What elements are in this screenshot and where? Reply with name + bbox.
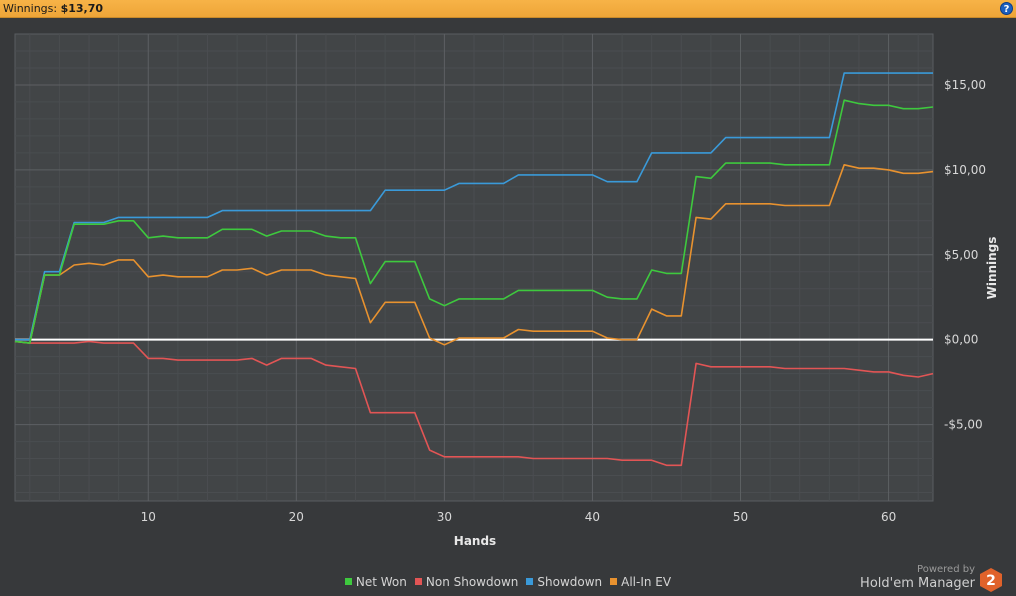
- y-tick-label: $0,00: [944, 333, 978, 347]
- winnings-value: $13,70: [60, 2, 104, 15]
- minor-grid: [15, 34, 933, 501]
- y-tick-label: $5,00: [944, 248, 978, 262]
- y-tick-label: $15,00: [944, 78, 986, 92]
- series-line-non-showdown: [14, 340, 934, 467]
- x-tick-label: 30: [437, 510, 452, 524]
- powered-by-block: Powered by Hold'em Manager: [860, 564, 975, 591]
- y-tick-label: $10,00: [944, 163, 986, 177]
- legend-item-net-won[interactable]: Net Won: [344, 575, 407, 589]
- legend-item-showdown[interactable]: Showdown: [526, 575, 602, 589]
- series-layer: [14, 72, 934, 467]
- legend-swatch: [610, 578, 618, 585]
- y-tick-label: -$5,00: [944, 418, 983, 432]
- series-line-net-won: [14, 99, 934, 344]
- legend-label: Net Won: [355, 575, 407, 589]
- legend-swatch: [414, 578, 422, 585]
- legend-label: All-In EV: [621, 575, 672, 589]
- winnings-label: Winnings:: [3, 2, 58, 15]
- x-tick-label: 40: [585, 510, 600, 524]
- winnings-title: Winnings: $13,70: [3, 2, 103, 15]
- x-tick-label: 50: [733, 510, 748, 524]
- x-tick-label: 60: [881, 510, 896, 524]
- legend-item-all-in-ev[interactable]: All-In EV: [610, 575, 671, 589]
- product-name: Hold'em Manager: [860, 576, 975, 591]
- x-tick-label: 10: [141, 510, 156, 524]
- legend-label: Showdown: [537, 575, 603, 589]
- series-line-all-in-ev: [14, 164, 934, 346]
- chart-legend: Net Won Non Showdown Showdown All-In EV: [0, 575, 1016, 589]
- powered-by-text: Powered by: [917, 564, 975, 575]
- winnings-header: Winnings: $13,70 ?: [0, 0, 1016, 18]
- x-tick-label: 20: [289, 510, 304, 524]
- major-grid: [15, 34, 933, 501]
- series-line-showdown: [15, 72, 933, 341]
- x-axis-ticks: 10 20 30 40 50 60: [141, 510, 897, 524]
- hm2-logo-icon: 2: [980, 568, 1002, 592]
- x-axis-label: Hands: [454, 534, 496, 548]
- legend-item-non-showdown[interactable]: Non Showdown: [414, 575, 519, 589]
- y-axis-ticks: $15,00 $10,00 $5,00 $0,00 -$5,00: [944, 78, 986, 432]
- legend-swatch: [526, 578, 534, 585]
- plot-area: [14, 33, 934, 502]
- question-icon[interactable]: ?: [1000, 2, 1013, 15]
- y-axis-label: Winnings: [985, 237, 999, 300]
- logo-text: 2: [986, 573, 996, 589]
- legend-swatch: [344, 578, 352, 585]
- legend-label: Non Showdown: [425, 575, 519, 589]
